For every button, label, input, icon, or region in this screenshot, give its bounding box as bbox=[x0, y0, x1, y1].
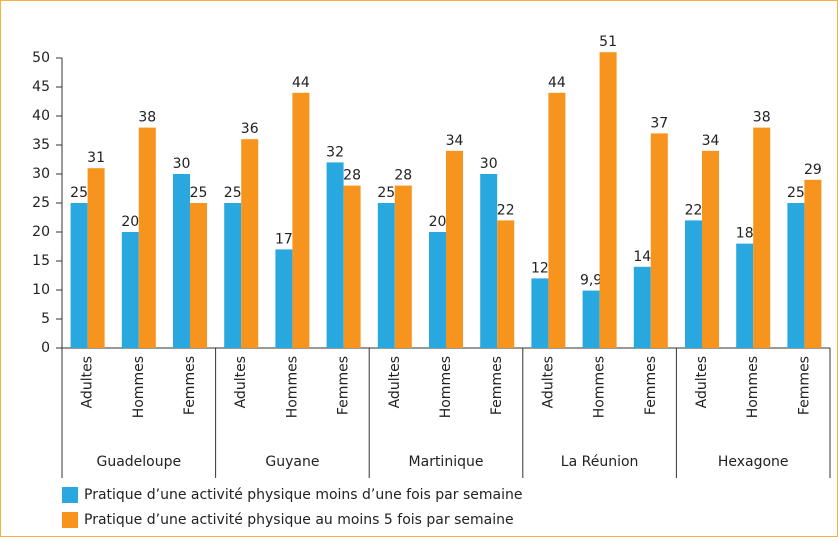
value-label: 34 bbox=[446, 133, 464, 149]
value-label: 12 bbox=[531, 260, 549, 276]
value-label: 20 bbox=[429, 214, 447, 230]
value-label: 44 bbox=[548, 75, 566, 91]
y-tick-label: 10 bbox=[32, 282, 50, 298]
x-tick-label: Femmes bbox=[796, 356, 812, 415]
value-label: 28 bbox=[394, 168, 412, 184]
x-tick-label: Hommes bbox=[745, 356, 761, 418]
bar bbox=[650, 133, 668, 348]
legend-swatch bbox=[62, 512, 78, 528]
bar bbox=[497, 220, 515, 348]
x-tick-label: Adultes bbox=[387, 356, 403, 408]
y-tick-label: 5 bbox=[41, 311, 50, 327]
legend-label: Pratique d’une activité physique au moin… bbox=[84, 512, 514, 528]
bar bbox=[787, 203, 805, 348]
value-label: 20 bbox=[121, 214, 139, 230]
x-tick-label: Hommes bbox=[131, 356, 147, 418]
bar bbox=[753, 127, 771, 348]
bar bbox=[190, 203, 207, 348]
legend-swatch bbox=[62, 487, 78, 503]
bar bbox=[121, 232, 139, 348]
bar bbox=[173, 174, 190, 348]
bar bbox=[241, 139, 259, 348]
legend-label: Pratique d’une activité physique moins d… bbox=[84, 487, 522, 503]
x-tick-label: Adultes bbox=[694, 356, 710, 408]
bar bbox=[531, 278, 549, 348]
value-label: 34 bbox=[702, 133, 720, 149]
x-tick-label: Adultes bbox=[80, 356, 96, 408]
bar bbox=[70, 203, 88, 348]
value-label: 22 bbox=[685, 202, 703, 218]
y-tick-label: 0 bbox=[41, 340, 50, 356]
group-label: La Réunion bbox=[561, 454, 639, 470]
value-label: 25 bbox=[224, 185, 242, 201]
bar bbox=[599, 52, 617, 348]
bar bbox=[633, 266, 651, 348]
bar bbox=[548, 92, 566, 348]
bar bbox=[87, 168, 105, 348]
bar bbox=[224, 203, 242, 348]
value-label: 14 bbox=[633, 249, 651, 265]
x-tick-label: Adultes bbox=[233, 356, 249, 408]
y-tick-label: 50 bbox=[32, 50, 50, 66]
y-tick-label: 25 bbox=[32, 195, 50, 211]
value-label: 22 bbox=[497, 202, 515, 218]
value-label: 38 bbox=[753, 110, 771, 126]
x-tick-label: Femmes bbox=[336, 356, 352, 415]
value-label: 32 bbox=[326, 144, 344, 160]
value-label: 37 bbox=[650, 115, 668, 131]
value-label: 38 bbox=[138, 110, 156, 126]
bar bbox=[394, 185, 412, 348]
x-tick-label: Femmes bbox=[643, 356, 659, 415]
value-label: 17 bbox=[275, 231, 293, 247]
group-label: Hexagone bbox=[718, 454, 789, 470]
x-tick-label: Hommes bbox=[284, 356, 300, 418]
bar bbox=[377, 203, 395, 348]
y-tick-label: 15 bbox=[32, 253, 50, 269]
value-label: 29 bbox=[804, 162, 822, 178]
bar bbox=[702, 150, 719, 348]
x-tick-label: Femmes bbox=[489, 356, 505, 415]
y-tick-label: 35 bbox=[32, 137, 50, 153]
value-label: 44 bbox=[292, 75, 310, 91]
x-tick-label: Adultes bbox=[540, 356, 556, 408]
x-tick-label: Femmes bbox=[182, 356, 198, 415]
y-tick-label: 40 bbox=[32, 108, 50, 124]
bar bbox=[343, 185, 361, 348]
value-label: 36 bbox=[241, 121, 259, 137]
y-tick-label: 20 bbox=[32, 224, 50, 240]
value-label: 51 bbox=[599, 34, 617, 50]
x-tick-label: Hommes bbox=[438, 356, 454, 418]
bar bbox=[275, 249, 293, 348]
value-label: 25 bbox=[190, 185, 208, 201]
value-label: 25 bbox=[70, 185, 88, 201]
value-label: 18 bbox=[736, 226, 754, 242]
bar bbox=[804, 179, 822, 348]
bar bbox=[480, 174, 498, 348]
bar bbox=[736, 243, 754, 348]
y-tick-label: 45 bbox=[32, 79, 50, 95]
value-label: 9,9 bbox=[580, 273, 602, 289]
bar bbox=[446, 150, 463, 348]
value-label: 25 bbox=[377, 185, 395, 201]
value-label: 25 bbox=[787, 185, 805, 201]
y-tick-label: 30 bbox=[32, 166, 50, 182]
value-label: 28 bbox=[343, 168, 361, 184]
value-label: 31 bbox=[87, 150, 105, 166]
group-label: Guyane bbox=[265, 454, 319, 470]
bar bbox=[292, 92, 310, 348]
value-label: 30 bbox=[173, 156, 191, 172]
x-tick-label: Hommes bbox=[592, 356, 608, 418]
bar bbox=[429, 232, 446, 348]
group-label: Martinique bbox=[409, 454, 484, 470]
value-label: 30 bbox=[480, 156, 498, 172]
bar bbox=[138, 127, 156, 348]
bar bbox=[326, 162, 344, 348]
group-label: Guadeloupe bbox=[96, 454, 181, 470]
bar bbox=[582, 290, 600, 348]
bar bbox=[685, 220, 702, 348]
